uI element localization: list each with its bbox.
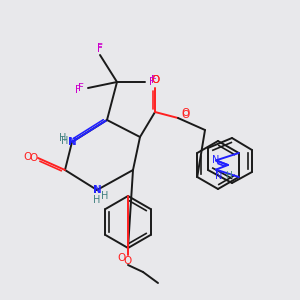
Text: H: H <box>59 133 67 143</box>
Text: F: F <box>151 75 157 85</box>
Text: O: O <box>151 75 159 85</box>
Text: O: O <box>29 153 37 163</box>
Text: F: F <box>78 83 84 93</box>
Text: H: H <box>61 136 69 146</box>
Text: N: N <box>69 137 77 147</box>
Text: O: O <box>181 108 189 118</box>
Text: O: O <box>24 152 32 162</box>
Text: N: N <box>215 171 223 181</box>
Text: O: O <box>151 75 159 85</box>
Text: F: F <box>75 85 81 95</box>
Text: O: O <box>124 256 132 266</box>
Text: N: N <box>94 185 102 195</box>
Text: N: N <box>93 185 101 195</box>
Text: F: F <box>149 77 155 87</box>
Text: F: F <box>97 44 103 54</box>
Text: H: H <box>101 191 109 201</box>
Text: N: N <box>212 155 220 165</box>
Text: O: O <box>182 110 190 120</box>
Text: F: F <box>97 43 103 53</box>
Text: H: H <box>93 195 101 205</box>
Text: H: H <box>226 171 232 180</box>
Text: N: N <box>68 137 76 147</box>
Text: O: O <box>118 253 126 263</box>
